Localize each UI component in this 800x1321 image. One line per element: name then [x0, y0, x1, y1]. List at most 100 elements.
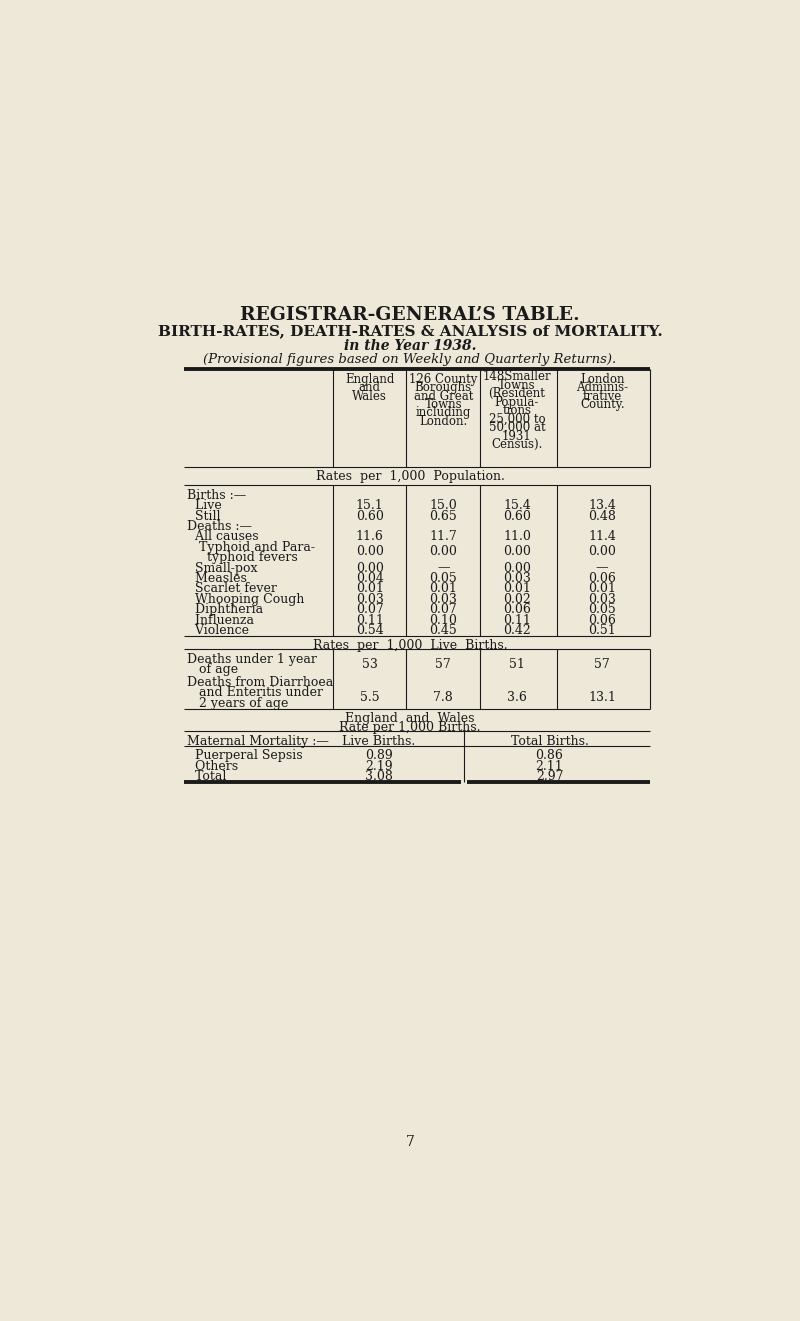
Text: England: England [345, 373, 394, 386]
Text: 3.08: 3.08 [365, 770, 393, 783]
Text: Boroughs: Boroughs [414, 380, 472, 394]
Text: 0.01: 0.01 [356, 583, 384, 596]
Text: 13.4: 13.4 [588, 499, 616, 513]
Text: Total: Total [187, 770, 226, 783]
Text: 0.45: 0.45 [430, 624, 458, 637]
Text: Rate per 1,000 Births.: Rate per 1,000 Births. [339, 721, 481, 734]
Text: England  and  Wales: England and Wales [346, 712, 474, 725]
Text: 2 years of age: 2 years of age [190, 696, 288, 709]
Text: 0.06: 0.06 [503, 604, 531, 616]
Text: Births :—: Births :— [187, 489, 246, 502]
Text: 0.00: 0.00 [503, 561, 531, 575]
Text: 0.06: 0.06 [588, 572, 616, 585]
Text: London.: London. [419, 415, 467, 428]
Text: London: London [580, 373, 625, 386]
Text: 0.00: 0.00 [588, 546, 616, 559]
Text: 57: 57 [435, 658, 451, 671]
Text: 2.97: 2.97 [536, 770, 563, 783]
Text: Violence: Violence [187, 624, 249, 637]
Text: 0.05: 0.05 [430, 572, 458, 585]
Text: Small-pox: Small-pox [187, 561, 258, 575]
Text: 13.1: 13.1 [588, 691, 616, 704]
Text: 0.01: 0.01 [430, 583, 458, 596]
Text: Maternal Mortality :—: Maternal Mortality :— [187, 734, 329, 748]
Text: 15.4: 15.4 [503, 499, 531, 513]
Text: 0.65: 0.65 [430, 510, 458, 523]
Text: 0.86: 0.86 [535, 749, 563, 762]
Text: 0.03: 0.03 [503, 572, 531, 585]
Text: Whooping Cough: Whooping Cough [187, 593, 304, 606]
Text: 0.42: 0.42 [503, 624, 531, 637]
Text: Wales: Wales [352, 390, 387, 403]
Text: —: — [596, 561, 609, 575]
Text: (Provisional figures based on Weekly and Quarterly Returns).: (Provisional figures based on Weekly and… [203, 353, 617, 366]
Text: 0.11: 0.11 [356, 613, 384, 626]
Text: 7.8: 7.8 [434, 691, 453, 704]
Text: Total Births.: Total Births. [510, 734, 589, 748]
Text: 0.04: 0.04 [356, 572, 384, 585]
Text: Typhoid and Para-: Typhoid and Para- [190, 540, 314, 553]
Text: 0.11: 0.11 [503, 613, 531, 626]
Text: typhoid fevers: typhoid fevers [190, 551, 298, 564]
Text: County.: County. [580, 398, 625, 411]
Text: and Enteritis under: and Enteritis under [190, 687, 322, 699]
Text: 0.54: 0.54 [356, 624, 383, 637]
Text: Adminis-: Adminis- [576, 380, 628, 394]
Text: Others: Others [187, 760, 238, 773]
Text: trative: trative [582, 390, 622, 403]
Text: Measles: Measles [187, 572, 246, 585]
Text: 0.06: 0.06 [588, 613, 616, 626]
Text: 11.4: 11.4 [588, 531, 616, 543]
Text: Still: Still [187, 510, 220, 523]
Text: 3.6: 3.6 [507, 691, 527, 704]
Text: Deaths from Diarrhoea: Deaths from Diarrhoea [187, 676, 333, 690]
Text: 2.19: 2.19 [365, 760, 393, 773]
Text: Popula-: Popula- [494, 396, 539, 408]
Text: 53: 53 [362, 658, 378, 671]
Text: Rates  per  1,000  Population.: Rates per 1,000 Population. [315, 469, 505, 482]
Text: 0.00: 0.00 [430, 546, 458, 559]
Text: 2.11: 2.11 [536, 760, 563, 773]
Text: 11.0: 11.0 [503, 531, 531, 543]
Text: 50,000 at: 50,000 at [489, 421, 546, 435]
Text: 51: 51 [509, 658, 525, 671]
Text: Towns: Towns [498, 379, 536, 392]
Text: including: including [416, 407, 471, 420]
Text: 0.10: 0.10 [430, 613, 458, 626]
Text: Live: Live [187, 499, 222, 513]
Text: Puerperal Sepsis: Puerperal Sepsis [187, 749, 302, 762]
Text: 11.6: 11.6 [356, 531, 384, 543]
Text: and Great: and Great [414, 390, 473, 403]
Text: 0.03: 0.03 [430, 593, 458, 606]
Text: REGISTRAR-GENERAL’S TABLE.: REGISTRAR-GENERAL’S TABLE. [240, 306, 580, 325]
Text: 148Smaller: 148Smaller [482, 370, 551, 383]
Text: 0.05: 0.05 [588, 604, 616, 616]
Text: 0.03: 0.03 [356, 593, 384, 606]
Text: Live Births.: Live Births. [342, 734, 416, 748]
Text: 0.01: 0.01 [588, 583, 616, 596]
Text: Influenza: Influenza [187, 613, 254, 626]
Text: BIRTH-RATES, DEATH-RATES & ANALYSIS of MORTALITY.: BIRTH-RATES, DEATH-RATES & ANALYSIS of M… [158, 324, 662, 338]
Text: 0.00: 0.00 [356, 546, 384, 559]
Text: 15.0: 15.0 [430, 499, 458, 513]
Text: Rates  per  1,000  Live  Births.: Rates per 1,000 Live Births. [313, 639, 507, 653]
Text: —: — [437, 561, 450, 575]
Text: 5.5: 5.5 [360, 691, 379, 704]
Text: (Resident: (Resident [489, 387, 546, 400]
Text: 126 County: 126 County [409, 373, 478, 386]
Text: in the Year 1938.: in the Year 1938. [344, 339, 476, 354]
Text: tions: tions [502, 404, 531, 417]
Text: Census).: Census). [491, 439, 542, 450]
Text: All causes: All causes [187, 531, 258, 543]
Text: 0.00: 0.00 [356, 561, 384, 575]
Text: Deaths under 1 year: Deaths under 1 year [187, 653, 317, 666]
Text: 25,000 to: 25,000 to [489, 412, 546, 425]
Text: 0.48: 0.48 [588, 510, 616, 523]
Text: 57: 57 [594, 658, 610, 671]
Text: 1931: 1931 [502, 429, 532, 443]
Text: 0.60: 0.60 [356, 510, 384, 523]
Text: 0.07: 0.07 [356, 604, 383, 616]
Text: and: and [358, 380, 381, 394]
Text: 15.1: 15.1 [356, 499, 383, 513]
Text: Deaths :—: Deaths :— [187, 520, 252, 534]
